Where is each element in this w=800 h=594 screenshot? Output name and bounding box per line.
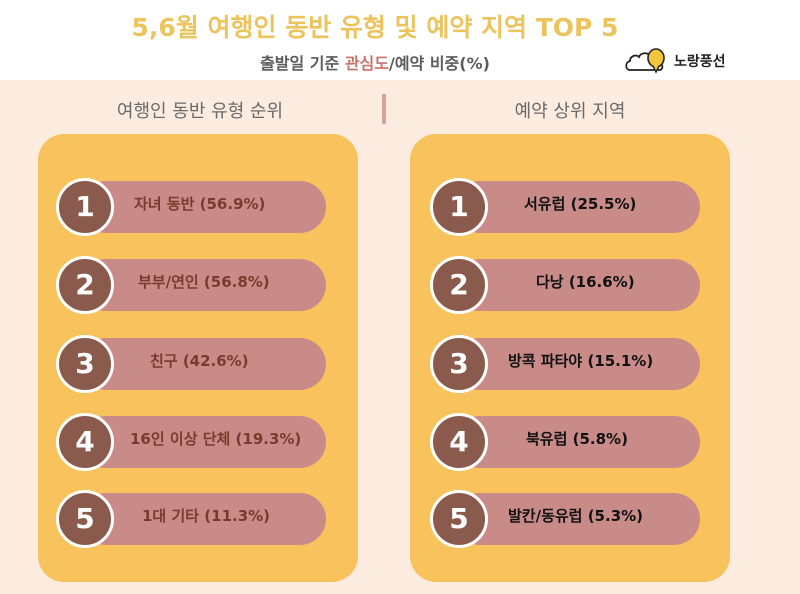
- subtitle-part3: (%): [459, 54, 490, 73]
- list-item: 친구 (42.6%) 3: [56, 335, 336, 393]
- rank-number-badge: 1: [430, 178, 488, 236]
- rank-number-badge: 2: [430, 256, 488, 314]
- rank-label: 부부/연인 (56.8%): [138, 273, 270, 291]
- rank-number-badge: 5: [430, 490, 488, 548]
- subtitle-part1: 출발일 기준: [260, 54, 345, 73]
- rank-pill: [454, 338, 700, 390]
- brand-logo: 노랑풍선: [624, 44, 726, 78]
- rank-number-badge: 5: [56, 490, 114, 548]
- list-item: 북유럽 (5.8%) 4: [430, 413, 710, 471]
- rank-pill: [454, 259, 700, 311]
- logo-text: 노랑풍선: [674, 54, 726, 70]
- rank-number-badge: 4: [56, 413, 114, 471]
- list-item: 자녀 동반 (56.9%) 1: [56, 178, 336, 236]
- rank-number-badge: 1: [56, 178, 114, 236]
- header: 5,6월 여행인 동반 유형 및 예약 지역 TOP 5 출발일 기준 관심도/…: [0, 0, 800, 80]
- right-section-title: 예약 상위 지역: [514, 101, 626, 122]
- rank-pill: [454, 416, 700, 468]
- rank-pill: [80, 416, 326, 468]
- list-item: 서유럽 (25.5%) 1: [430, 178, 710, 236]
- subtitle-accent: 관심도: [344, 54, 389, 73]
- page-subtitle: 출발일 기준 관심도/예약 비중(%): [0, 50, 750, 74]
- rank-label: 발칸/동유럽 (5.3%): [508, 507, 644, 525]
- left-section-title: 여행인 동반 유형 순위: [116, 101, 284, 122]
- rank-pill: [454, 493, 700, 545]
- list-item: 16인 이상 단체 (19.3%) 4: [56, 413, 336, 471]
- rank-label: 16인 이상 단체 (19.3%): [130, 430, 302, 448]
- rank-label: 1대 기타 (11.3%): [142, 507, 271, 525]
- rank-number-badge: 3: [430, 335, 488, 393]
- list-item: 방콕 파타야 (15.1%) 3: [430, 335, 710, 393]
- rank-number-badge: 4: [430, 413, 488, 471]
- section-divider: [382, 94, 386, 124]
- list-item: 부부/연인 (56.8%) 2: [56, 256, 336, 314]
- rank-label: 서유럽 (25.5%): [524, 195, 637, 213]
- rank-pill: [80, 338, 326, 390]
- list-item: 1대 기타 (11.3%) 5: [56, 490, 336, 548]
- rank-label: 다낭 (16.6%): [536, 273, 635, 291]
- region-ranking-card: 서유럽 (25.5%) 1 다낭 (16.6%) 2 방콕 파타야 (15.1%…: [410, 134, 730, 582]
- subtitle-part2: /예약 비중: [388, 54, 460, 73]
- companion-ranking-card: 자녀 동반 (56.9%) 1 부부/연인 (56.8%) 2 친구 (42.6…: [38, 134, 358, 582]
- list-item: 다낭 (16.6%) 2: [430, 256, 710, 314]
- rank-pill: [80, 259, 326, 311]
- rank-pill: [80, 181, 326, 233]
- rank-pill: [80, 493, 326, 545]
- page-title: 5,6월 여행인 동반 유형 및 예약 지역 TOP 5: [131, 13, 619, 42]
- rank-label: 방콕 파타야 (15.1%): [508, 352, 654, 370]
- rank-number-badge: 3: [56, 335, 114, 393]
- rank-label: 자녀 동반 (56.9%): [134, 195, 266, 213]
- rank-pill: [454, 181, 700, 233]
- balloon-cloud-icon: [625, 48, 665, 74]
- rank-label: 북유럽 (5.8%): [526, 430, 628, 448]
- list-item: 발칸/동유럽 (5.3%) 5: [430, 490, 710, 548]
- rank-number-badge: 2: [56, 256, 114, 314]
- rank-label: 친구 (42.6%): [150, 352, 249, 370]
